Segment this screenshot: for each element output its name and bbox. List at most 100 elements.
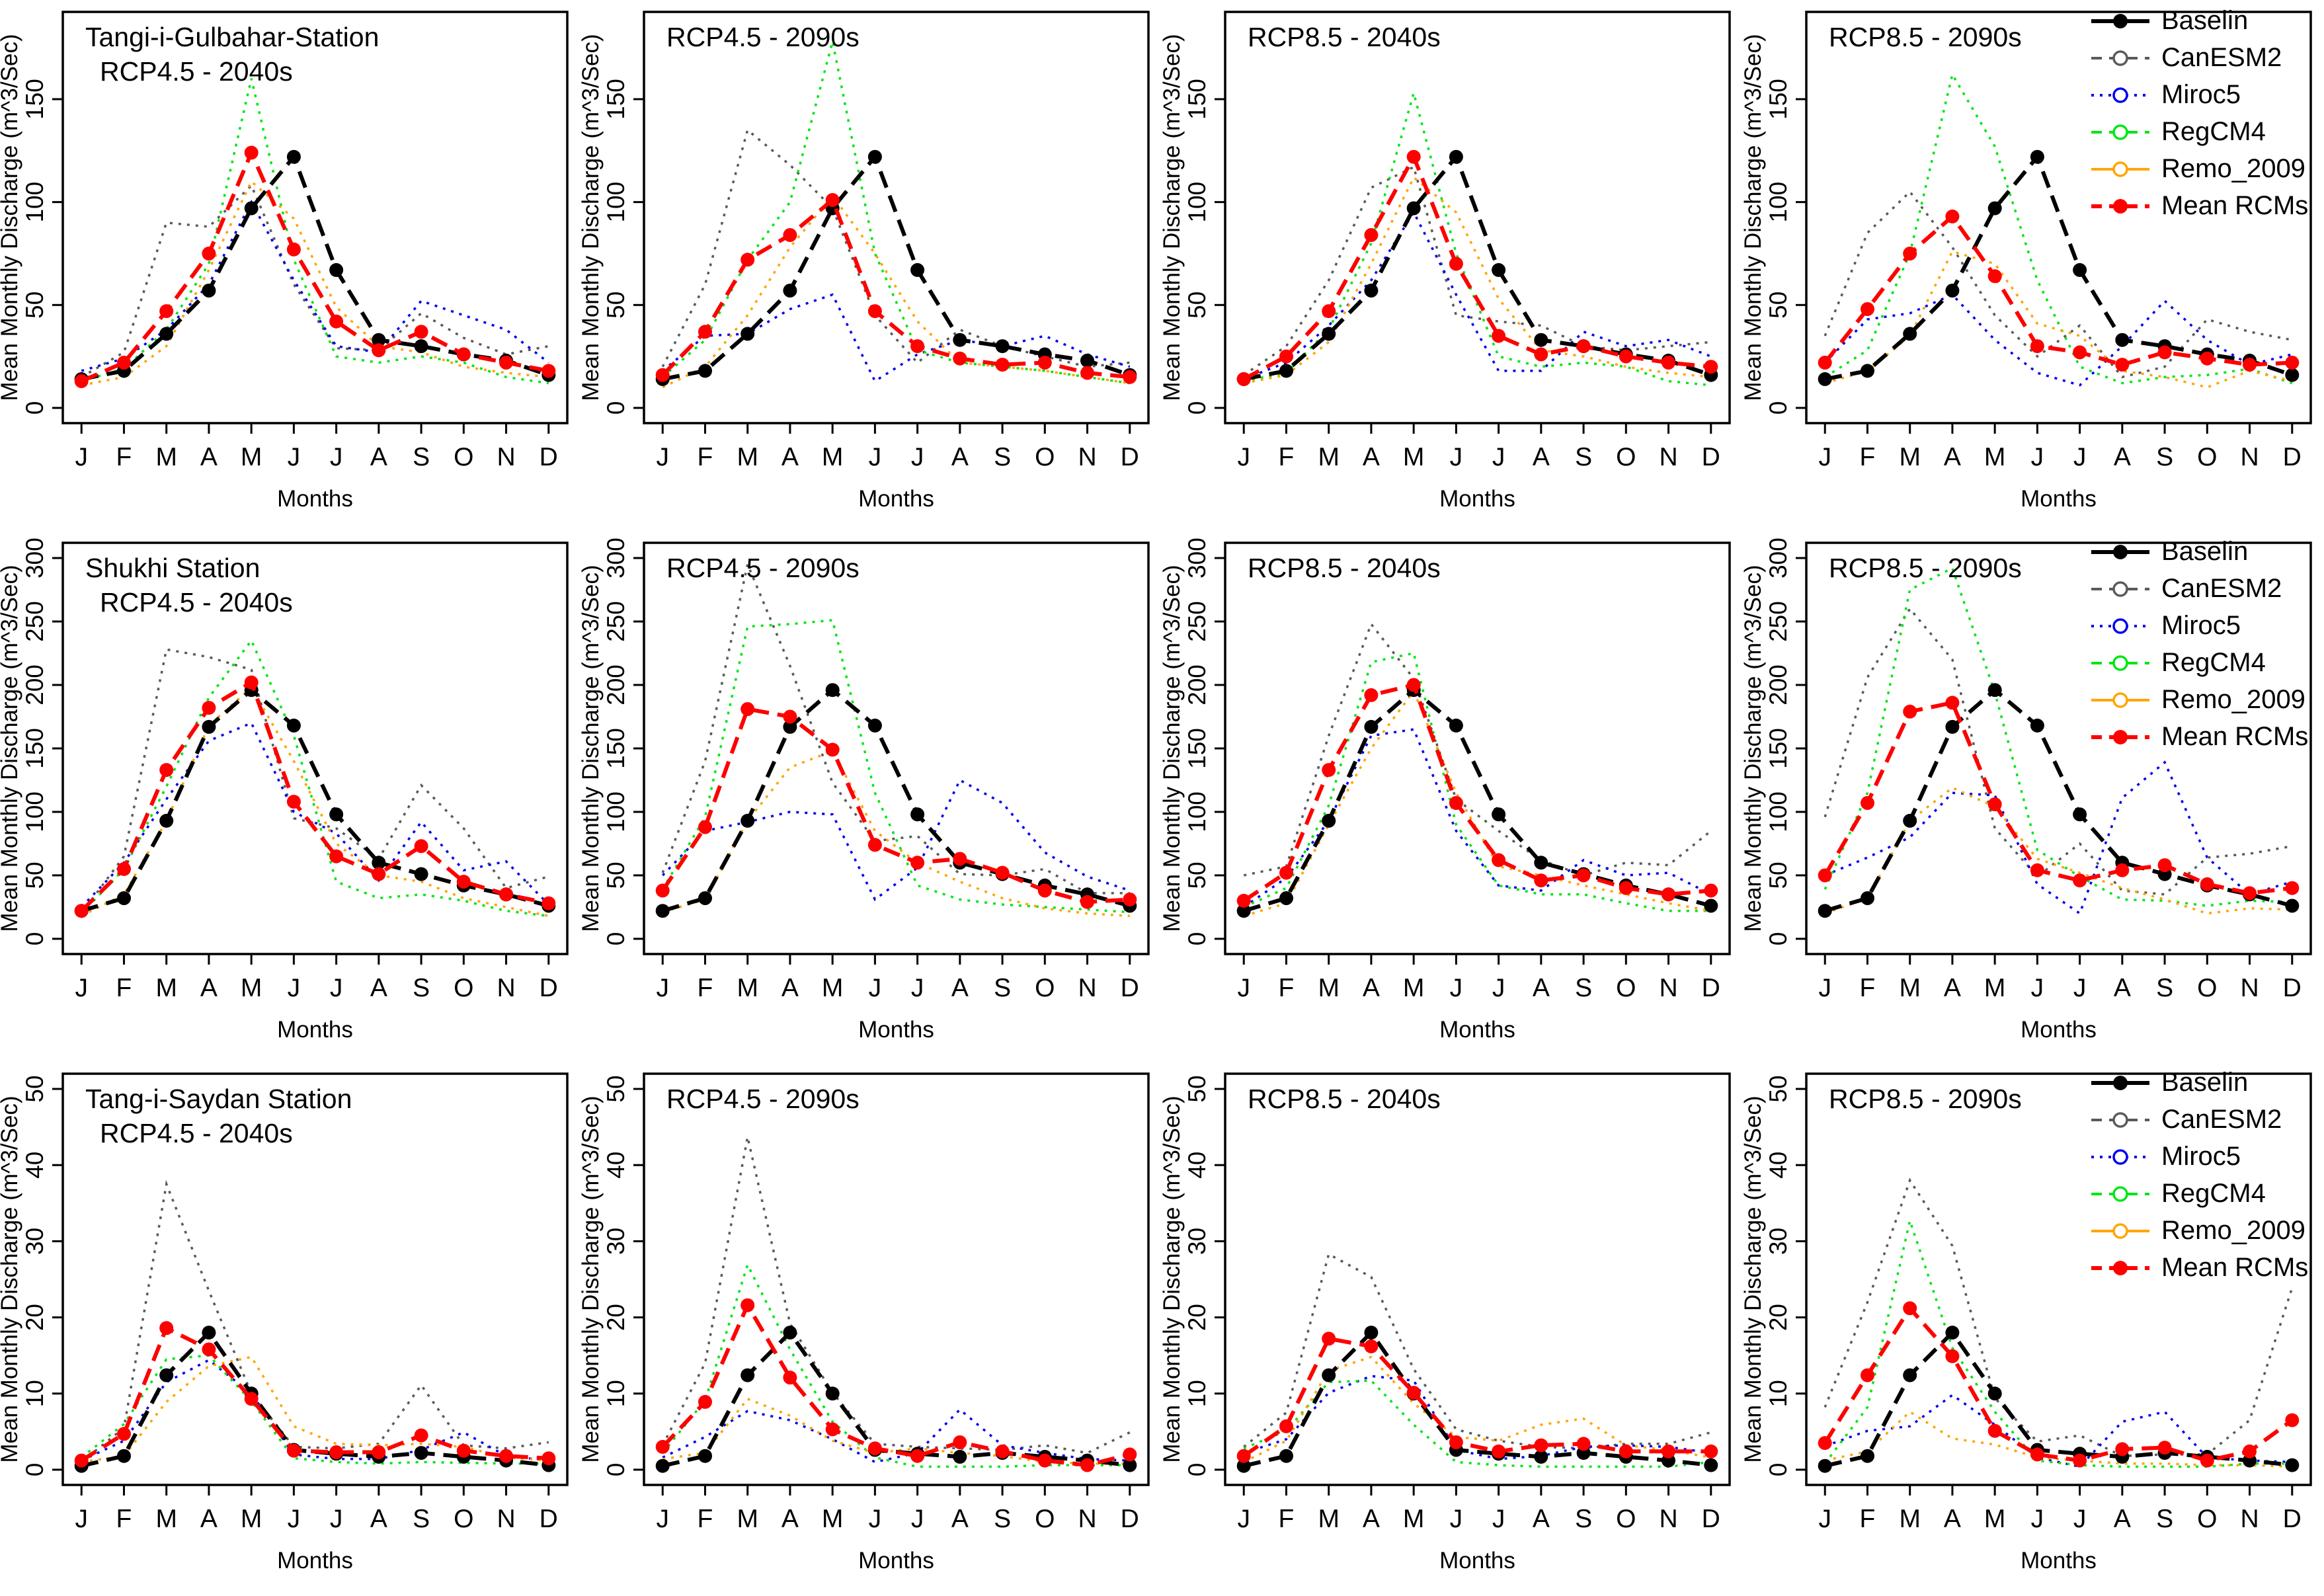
month-label: N — [1659, 443, 1677, 471]
series-point-baseline — [1236, 904, 1251, 918]
month-label: F — [1279, 974, 1295, 1002]
series-point-baseline — [117, 891, 131, 905]
month-label: J — [288, 443, 301, 471]
y-tick-label: 20 — [1183, 1304, 1211, 1331]
series-point-mean — [372, 343, 386, 358]
series-point-mean — [741, 702, 755, 716]
month-label: J — [911, 1505, 924, 1533]
month-label: A — [1944, 443, 1961, 471]
series-line-regcm4 — [1823, 1216, 2292, 1468]
plot-box — [61, 11, 569, 424]
series-point-baseline — [244, 201, 259, 216]
series-point-mean — [1449, 257, 1463, 271]
series-point-mean — [456, 1443, 471, 1458]
series-line-mean — [1242, 682, 1712, 902]
month-label: S — [2156, 443, 2173, 471]
series-point-mean — [372, 1445, 386, 1459]
month-label: J — [656, 443, 669, 471]
series-point-mean — [1037, 883, 1052, 898]
series-line-remo — [1824, 786, 2292, 915]
series-point-mean — [1364, 228, 1379, 242]
series-point-baseline — [1945, 1326, 1960, 1340]
y-tick-label: 40 — [602, 1152, 629, 1179]
series-line-baseline — [81, 687, 549, 913]
series-point-baseline — [741, 1368, 755, 1382]
y-tick-label: 10 — [1183, 1380, 1211, 1407]
month-label: J — [1237, 1505, 1250, 1533]
month-label: J — [1818, 443, 1831, 471]
x-axis-label: Months — [2021, 1548, 2097, 1574]
chart-shukhi-rcp45-2040s: 0 50 100 150 200 250 300 Mean Monthly Discharge… — [0, 531, 581, 1062]
legend-item-baseline: Baselin — [2091, 537, 2248, 566]
x-axis-label: Months — [277, 486, 353, 512]
chart-saydan-rcp45-2090s: 0 10 20 30 40 50 Mean Monthly Discharge (m^3/S… — [578, 1062, 1162, 1593]
series-point-mean — [825, 193, 840, 207]
series-point-mean — [456, 347, 471, 362]
series-point-mean — [2285, 1413, 2300, 1427]
y-tick-label: 40 — [1765, 1152, 1792, 1179]
series-point-mean — [74, 1453, 89, 1468]
y-tick-label: 50 — [1765, 1075, 1792, 1102]
series-line-baseline — [662, 1329, 1131, 1468]
series-point-mean — [1619, 881, 1633, 895]
month-label: M — [241, 974, 262, 1002]
series-point-mean — [1279, 1419, 1293, 1433]
y-axis-label: Mean Monthly Discharge (m^3/Sec) — [1743, 1096, 1766, 1462]
series-point-mean — [1861, 796, 1874, 810]
legend-item-mean: Mean RCMs — [2091, 722, 2308, 751]
series-point-mean — [953, 1435, 967, 1449]
month-label: J — [911, 974, 924, 1002]
series-point-baseline — [159, 1368, 174, 1382]
series-point-baseline — [1704, 1458, 1718, 1472]
month-label: M — [1403, 1505, 1425, 1533]
legend-label-regcm4: RegCM4 — [2161, 117, 2266, 146]
month-label: M — [1984, 1505, 2006, 1533]
y-tick-label: 50 — [1183, 292, 1211, 319]
month-label: J — [911, 443, 924, 471]
legend-label-miroc5: Miroc5 — [2161, 1142, 2241, 1171]
month-label: J — [1450, 974, 1463, 1002]
month-label: J — [656, 974, 669, 1002]
y-tick-label: 300 — [21, 538, 48, 579]
series-point-mean — [1406, 1386, 1421, 1400]
series-point-baseline — [867, 718, 882, 733]
chart-title: RCP8.5 - 2040s — [1248, 1084, 1441, 1114]
series-point-mean — [1534, 873, 1548, 888]
series-point-baseline — [1364, 284, 1379, 298]
series-point-mean — [1818, 356, 1832, 370]
series-point-baseline — [783, 284, 797, 298]
series-point-baseline — [910, 807, 925, 822]
y-tick-label: 0 — [1765, 401, 1792, 415]
series-line-baseline — [81, 1329, 549, 1468]
month-label: M — [822, 1505, 844, 1533]
series-point-baseline — [1987, 1386, 2002, 1401]
month-label: A — [200, 1505, 218, 1533]
series-point-baseline — [655, 1458, 670, 1473]
y-tick-label: 250 — [1765, 601, 1792, 642]
y-tick-label: 100 — [21, 182, 48, 223]
month-label: A — [1363, 443, 1380, 471]
series-point-baseline — [2073, 807, 2087, 822]
series-point-mean — [1364, 688, 1379, 702]
series-point-baseline — [286, 149, 301, 164]
month-label: J — [1450, 443, 1463, 471]
month-label: A — [2114, 974, 2131, 1002]
month-label: J — [330, 1505, 343, 1533]
series-point-mean — [655, 1439, 670, 1454]
chart-title: Shukhi Station — [85, 553, 260, 583]
series-point-mean — [414, 325, 428, 339]
series-point-mean — [1322, 1332, 1336, 1346]
series-point-mean — [741, 253, 755, 267]
series-line-baseline — [1824, 153, 2293, 381]
series-point-mean — [329, 849, 344, 863]
month-label: O — [454, 974, 473, 1002]
series-point-baseline — [1534, 1449, 1548, 1464]
series-point-mean — [1818, 1436, 1832, 1451]
y-axis-label: Mean Monthly Discharge (m^3/Sec) — [0, 565, 22, 932]
y-tick-label: 30 — [602, 1228, 629, 1255]
series-point-mean — [414, 1428, 428, 1443]
series-point-mean — [995, 865, 1010, 880]
month-label: F — [1279, 443, 1295, 471]
x-axis-label: Months — [858, 1548, 934, 1574]
